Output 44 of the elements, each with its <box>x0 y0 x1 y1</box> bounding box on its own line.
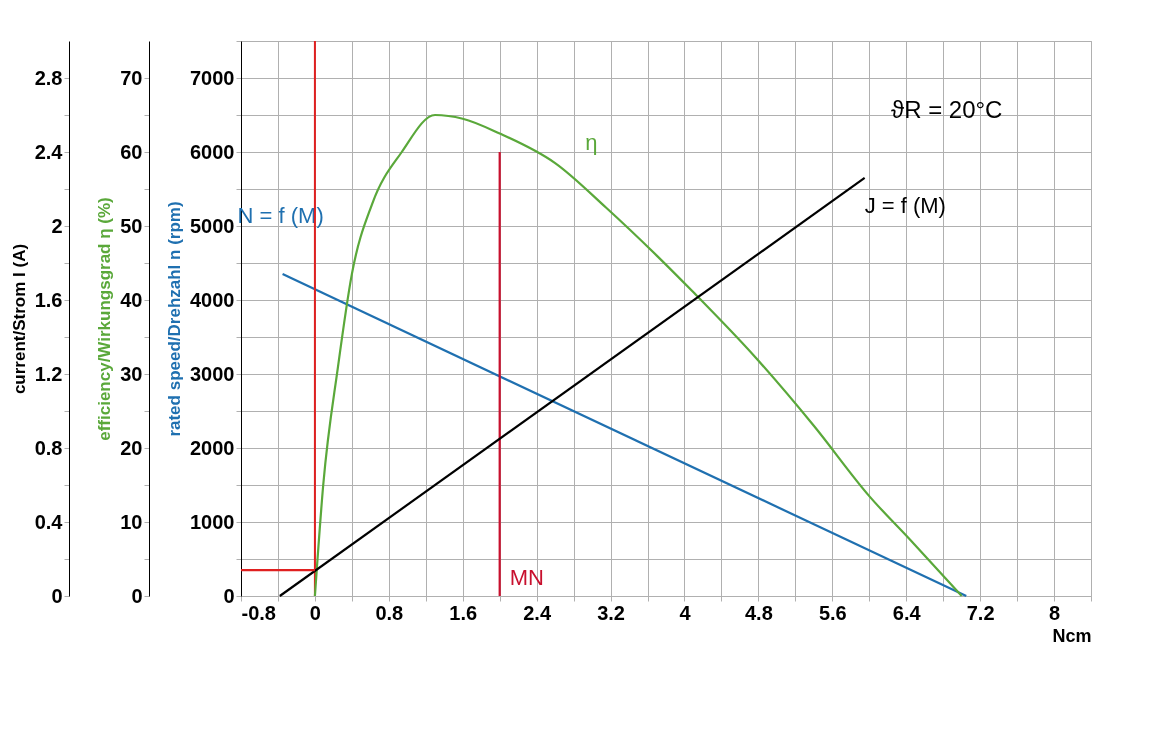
annotation: ϑR = 20°C <box>891 96 1003 123</box>
y-tick-label: 1000 <box>190 510 235 533</box>
y3-tick-label: 0.8 <box>34 436 63 459</box>
y3-tick-label: 2 <box>51 214 63 237</box>
y2-tick-label: 50 <box>120 214 143 237</box>
y3-tick-label: 0.4 <box>34 510 64 533</box>
x-tick-label: 1.6 <box>449 601 478 624</box>
y2-tick-label: 10 <box>120 510 143 533</box>
y2-axis-title: efficiency/Wirkungsgrad η (%) <box>95 197 115 441</box>
x-tick-label: 8 <box>1048 601 1061 624</box>
y3-tick-label: 1.2 <box>34 362 63 385</box>
x-tick-label: -0.8 <box>241 601 276 624</box>
y-tick-label: 7000 <box>190 66 235 89</box>
y2-tick-label: 30 <box>120 362 143 385</box>
y-tick-label: 3000 <box>190 362 235 385</box>
y-tick-label: 6000 <box>190 140 235 163</box>
x-tick-label: 3.2 <box>597 601 625 624</box>
y3-tick-label: 0 <box>51 584 63 607</box>
x-tick-label: 7.2 <box>966 601 995 624</box>
y2-tick-label: 70 <box>120 66 143 89</box>
x-tick-label: 2.4 <box>523 601 552 624</box>
y3-tick-label: 2.4 <box>34 140 64 163</box>
y2-tick-label: 20 <box>120 436 143 459</box>
y3-tick-label: 1.6 <box>34 288 63 311</box>
y2-tick-label: 60 <box>120 140 143 163</box>
x-tick-label: 5.6 <box>818 601 847 624</box>
y-tick-label: 2000 <box>190 436 235 459</box>
y-axis-title: rated speed/Drehzahl n (rpm) <box>165 201 185 437</box>
x-tick-label: 4 <box>679 601 692 624</box>
y-tick-label: 4000 <box>190 288 235 311</box>
x-axis-title: Ncm <box>1052 625 1092 646</box>
series-label: η <box>585 130 598 156</box>
series-label: J = f (M) <box>864 192 946 218</box>
y-tick-label: 0 <box>223 584 235 607</box>
x-tick-label: 4.8 <box>744 601 773 624</box>
x-tick-label: 0 <box>309 601 321 624</box>
x-tick-label: 0.8 <box>375 601 404 624</box>
series-label: MN <box>509 565 544 590</box>
y3-axis-title: current/Strom I (A) <box>9 243 29 395</box>
y2-tick-label: 0 <box>131 584 143 607</box>
y3-tick-label: 2.8 <box>34 66 63 89</box>
x-tick-label: 6.4 <box>892 601 922 624</box>
y2-tick-label: 40 <box>120 288 143 311</box>
y-tick-label: 5000 <box>190 214 235 237</box>
